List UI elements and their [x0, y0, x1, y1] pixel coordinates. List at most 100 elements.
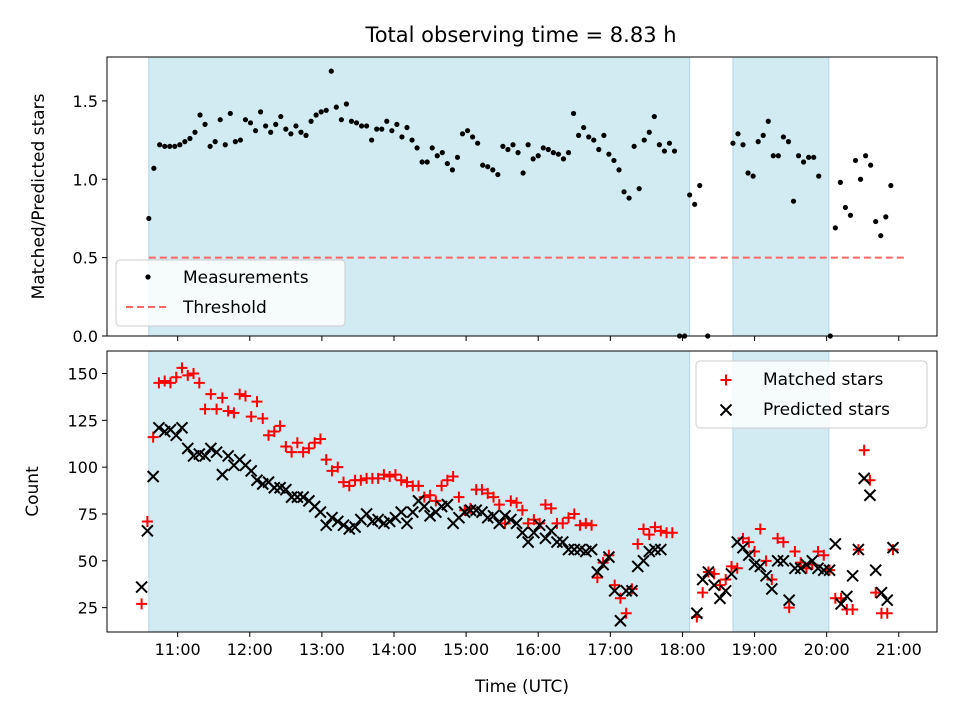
legend-box	[115, 259, 346, 327]
data-point	[661, 148, 668, 154]
data-point	[545, 502, 557, 514]
data-point	[806, 554, 819, 568]
data-point	[591, 137, 597, 143]
data-point	[199, 403, 211, 415]
data-point	[585, 543, 598, 556]
data-point	[638, 523, 650, 535]
data-point	[444, 160, 450, 167]
data-point	[355, 474, 367, 486]
data-point	[343, 480, 355, 492]
data-point	[765, 118, 771, 124]
data-point	[749, 545, 761, 557]
y-tick-label: 0.5	[73, 249, 98, 268]
data-point	[795, 153, 802, 159]
data-point	[395, 505, 408, 519]
data-point	[136, 598, 148, 610]
data-point	[296, 490, 310, 504]
data-point	[434, 153, 440, 159]
data-point	[783, 602, 795, 614]
data-point	[530, 156, 536, 162]
data-point	[586, 519, 598, 531]
data-point	[348, 520, 362, 534]
data-point	[609, 579, 621, 591]
data-point	[875, 586, 888, 599]
legend-label: Threshold	[182, 298, 267, 318]
data-point	[379, 126, 385, 132]
y-tick-label: 25	[78, 599, 98, 618]
data-point	[842, 204, 849, 211]
data-point	[847, 604, 859, 616]
data-point	[714, 579, 726, 591]
data-point	[649, 521, 661, 533]
data-point	[651, 113, 657, 120]
data-point	[239, 390, 251, 402]
data-point	[490, 167, 496, 173]
data-point	[423, 509, 437, 523]
data-point	[550, 150, 556, 156]
data-point	[454, 154, 461, 160]
data-point	[480, 162, 486, 168]
data-point	[736, 541, 750, 554]
data-point	[162, 143, 168, 149]
data-point	[424, 159, 430, 165]
data-point	[204, 442, 218, 455]
data-point	[619, 584, 633, 597]
data-point	[641, 137, 647, 143]
data-point	[620, 607, 632, 619]
data-point	[343, 101, 350, 107]
data-point	[759, 569, 773, 583]
data-point	[586, 134, 592, 140]
data-point	[406, 505, 419, 519]
data-point	[188, 367, 200, 379]
data-point	[745, 170, 751, 176]
data-point	[648, 543, 662, 556]
data-point	[527, 526, 541, 539]
data-point	[621, 189, 627, 195]
data-point	[298, 129, 304, 135]
data-point	[707, 578, 721, 592]
data-point	[743, 536, 755, 548]
data-point	[881, 593, 894, 607]
chart-title: Total observing time = 8.83 h	[364, 23, 676, 47]
data-point	[439, 150, 445, 156]
data-point	[414, 145, 420, 151]
data-point	[731, 562, 743, 574]
data-point	[170, 371, 182, 383]
x-tick-label: 11:00	[155, 640, 201, 659]
data-point	[794, 562, 807, 575]
data-point	[655, 525, 667, 537]
data-point	[182, 139, 188, 145]
data-point	[601, 132, 607, 138]
data-point	[671, 148, 678, 154]
data-point	[720, 574, 732, 586]
data-point	[288, 131, 294, 137]
data-point	[730, 140, 736, 146]
data-point	[274, 420, 286, 432]
data-point	[737, 532, 749, 544]
data-point	[505, 146, 511, 153]
data-point	[360, 507, 373, 521]
data-point	[602, 550, 616, 564]
data-point	[520, 170, 526, 176]
data-point	[221, 449, 235, 463]
data-point	[785, 139, 792, 145]
data-point	[770, 153, 776, 159]
data-point	[146, 470, 160, 483]
data-point	[852, 543, 865, 556]
data-point	[881, 607, 893, 619]
data-point	[812, 545, 824, 557]
data-point	[581, 124, 587, 131]
plot-frame	[106, 56, 938, 337]
data-point	[247, 120, 254, 126]
data-point	[568, 508, 580, 520]
data-point	[487, 509, 500, 523]
data-point	[273, 121, 279, 127]
data-point	[631, 143, 637, 149]
y-tick-label: 50	[78, 552, 98, 571]
data-point	[750, 173, 756, 179]
data-point	[245, 464, 258, 478]
data-point	[141, 524, 154, 538]
data-point	[817, 563, 830, 577]
data-point	[441, 498, 454, 511]
